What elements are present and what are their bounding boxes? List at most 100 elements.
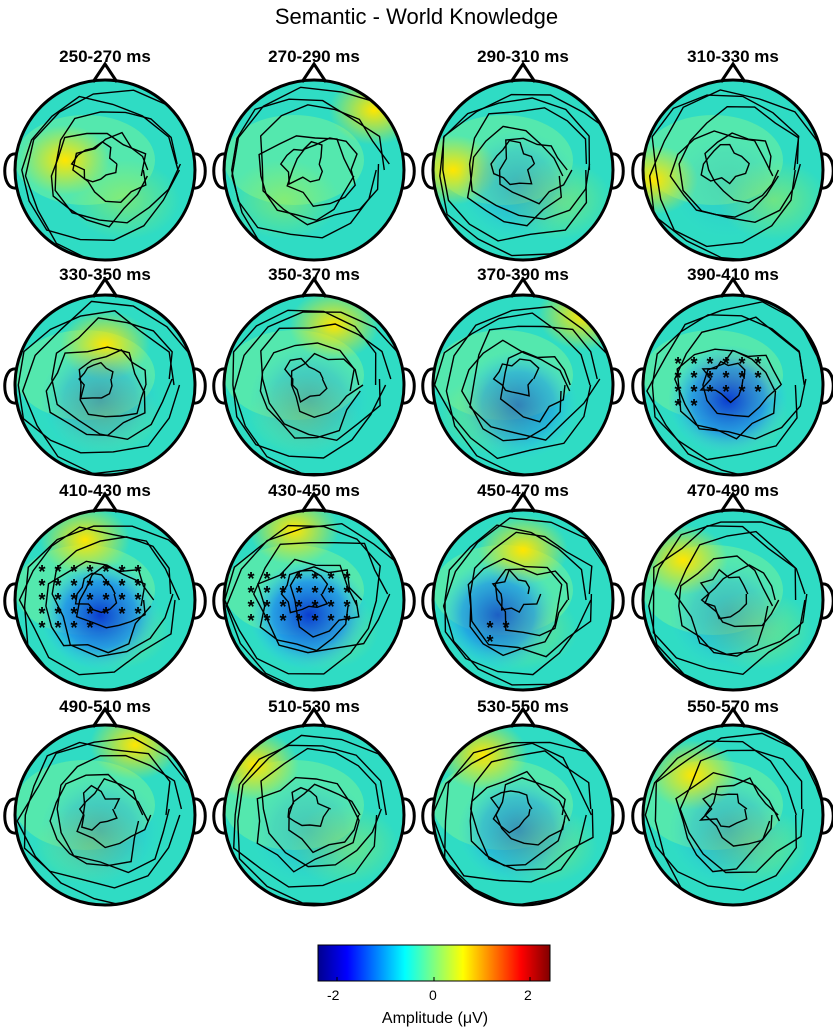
scalp-map — [3, 706, 207, 907]
left-ear — [212, 367, 226, 405]
significant-electrode-marker: * — [86, 562, 93, 582]
significant-electrode-marker: * — [343, 611, 350, 631]
significant-electrode-marker: * — [311, 583, 318, 603]
right-ear — [611, 152, 625, 190]
left-ear — [3, 367, 17, 405]
significant-electrode-marker: * — [722, 354, 729, 374]
significant-electrode-marker: * — [327, 597, 334, 617]
panel-label: 430-450 ms — [268, 481, 360, 500]
head-outline — [13, 293, 197, 477]
panel-label: 270-290 ms — [268, 47, 360, 66]
significant-electrode-marker: * — [722, 368, 729, 388]
significant-electrode-marker: * — [674, 368, 681, 388]
significant-electrode-marker: * — [118, 576, 125, 596]
right-ear — [402, 797, 416, 835]
left-ear — [212, 797, 226, 835]
scalp-map — [421, 61, 625, 262]
panel-label: 330-350 ms — [59, 265, 151, 284]
scalp-map — [631, 706, 833, 907]
significant-electrode-marker: * — [70, 562, 77, 582]
left-ear — [3, 797, 17, 835]
left-ear — [421, 152, 435, 190]
significant-electrode-marker: * — [295, 569, 302, 589]
nose — [91, 706, 119, 728]
significant-electrode-marker: * — [134, 562, 141, 582]
right-ear — [193, 367, 207, 405]
significant-electrode-marker: * — [754, 368, 761, 388]
significant-electrode-marker: * — [247, 583, 254, 603]
significant-electrode-marker: * — [247, 569, 254, 589]
nose — [300, 276, 328, 298]
significant-electrode-marker: * — [70, 618, 77, 638]
significant-electrode-marker: * — [38, 562, 45, 582]
head-outline — [641, 293, 825, 477]
head-outline — [431, 723, 615, 907]
significant-electrode-marker: * — [38, 618, 45, 638]
significant-electrode-marker: * — [343, 583, 350, 603]
scalp-map — [212, 706, 416, 907]
significant-electrode-marker: * — [690, 354, 697, 374]
scalp-map — [3, 61, 207, 262]
significant-electrode-marker: * — [102, 590, 109, 610]
significant-electrode-marker: * — [486, 632, 493, 652]
panel-label: 370-390 ms — [477, 265, 569, 284]
head-outline — [641, 723, 825, 907]
significant-electrode-marker: * — [502, 618, 509, 638]
significant-electrode-marker: * — [54, 576, 61, 596]
significant-electrode-marker: * — [295, 597, 302, 617]
significant-electrode-marker: * — [54, 618, 61, 638]
colorbar-label: Amplitude (μV) — [381, 1010, 489, 1027]
nose — [509, 706, 537, 728]
significant-electrode-marker: * — [295, 611, 302, 631]
significant-electrode-marker: * — [38, 576, 45, 596]
head-outline — [13, 723, 197, 907]
left-ear — [631, 582, 645, 620]
significant-electrode-marker: * — [706, 382, 713, 402]
nose — [509, 491, 537, 513]
right-ear — [611, 797, 625, 835]
significant-electrode-marker: * — [738, 382, 745, 402]
significant-electrode-marker: * — [263, 583, 270, 603]
nose — [509, 276, 537, 298]
panel-label: 310-330 ms — [687, 47, 779, 66]
head-outline — [641, 508, 825, 692]
nose — [719, 491, 747, 513]
right-ear — [402, 367, 416, 405]
head-outline — [222, 293, 406, 477]
significant-electrode-marker: * — [70, 590, 77, 610]
significant-electrode-marker: * — [327, 611, 334, 631]
significant-electrode-marker: * — [263, 569, 270, 589]
significant-electrode-marker: * — [279, 611, 286, 631]
nose — [300, 61, 328, 83]
significant-electrode-marker: * — [247, 611, 254, 631]
right-ear — [611, 367, 625, 405]
significant-electrode-marker: * — [54, 562, 61, 582]
nose — [719, 61, 747, 83]
scalp-map: * ** — [421, 491, 625, 692]
scalp-map — [3, 276, 207, 477]
panel-label: 410-430 ms — [59, 481, 151, 500]
significant-electrode-marker: * — [674, 354, 681, 374]
colorbar-tick-label: -2 — [327, 987, 340, 1003]
nose — [719, 706, 747, 728]
significant-electrode-marker: * — [690, 382, 697, 402]
significant-electrode-marker: * — [279, 597, 286, 617]
head-outline — [222, 78, 406, 262]
significant-electrode-marker: * — [54, 590, 61, 610]
significant-electrode-marker: * — [722, 382, 729, 402]
significant-electrode-marker: * — [86, 576, 93, 596]
significant-electrode-marker: * — [311, 611, 318, 631]
significant-electrode-marker: * — [86, 618, 93, 638]
significant-electrode-marker: * — [706, 354, 713, 374]
significant-electrode-marker: * — [754, 382, 761, 402]
significant-electrode-marker: * — [311, 569, 318, 589]
scalp-map: * * * * * * ** * * * * * ** * * * * * ** * * * * * ** * * * — [3, 491, 207, 692]
head-outline — [431, 293, 615, 477]
significant-electrode-marker: * — [86, 590, 93, 610]
right-ear — [402, 152, 416, 190]
significant-electrode-marker: * — [690, 368, 697, 388]
scalp-map — [631, 491, 833, 692]
significant-electrode-marker: * — [343, 597, 350, 617]
scalp-map — [212, 276, 416, 477]
